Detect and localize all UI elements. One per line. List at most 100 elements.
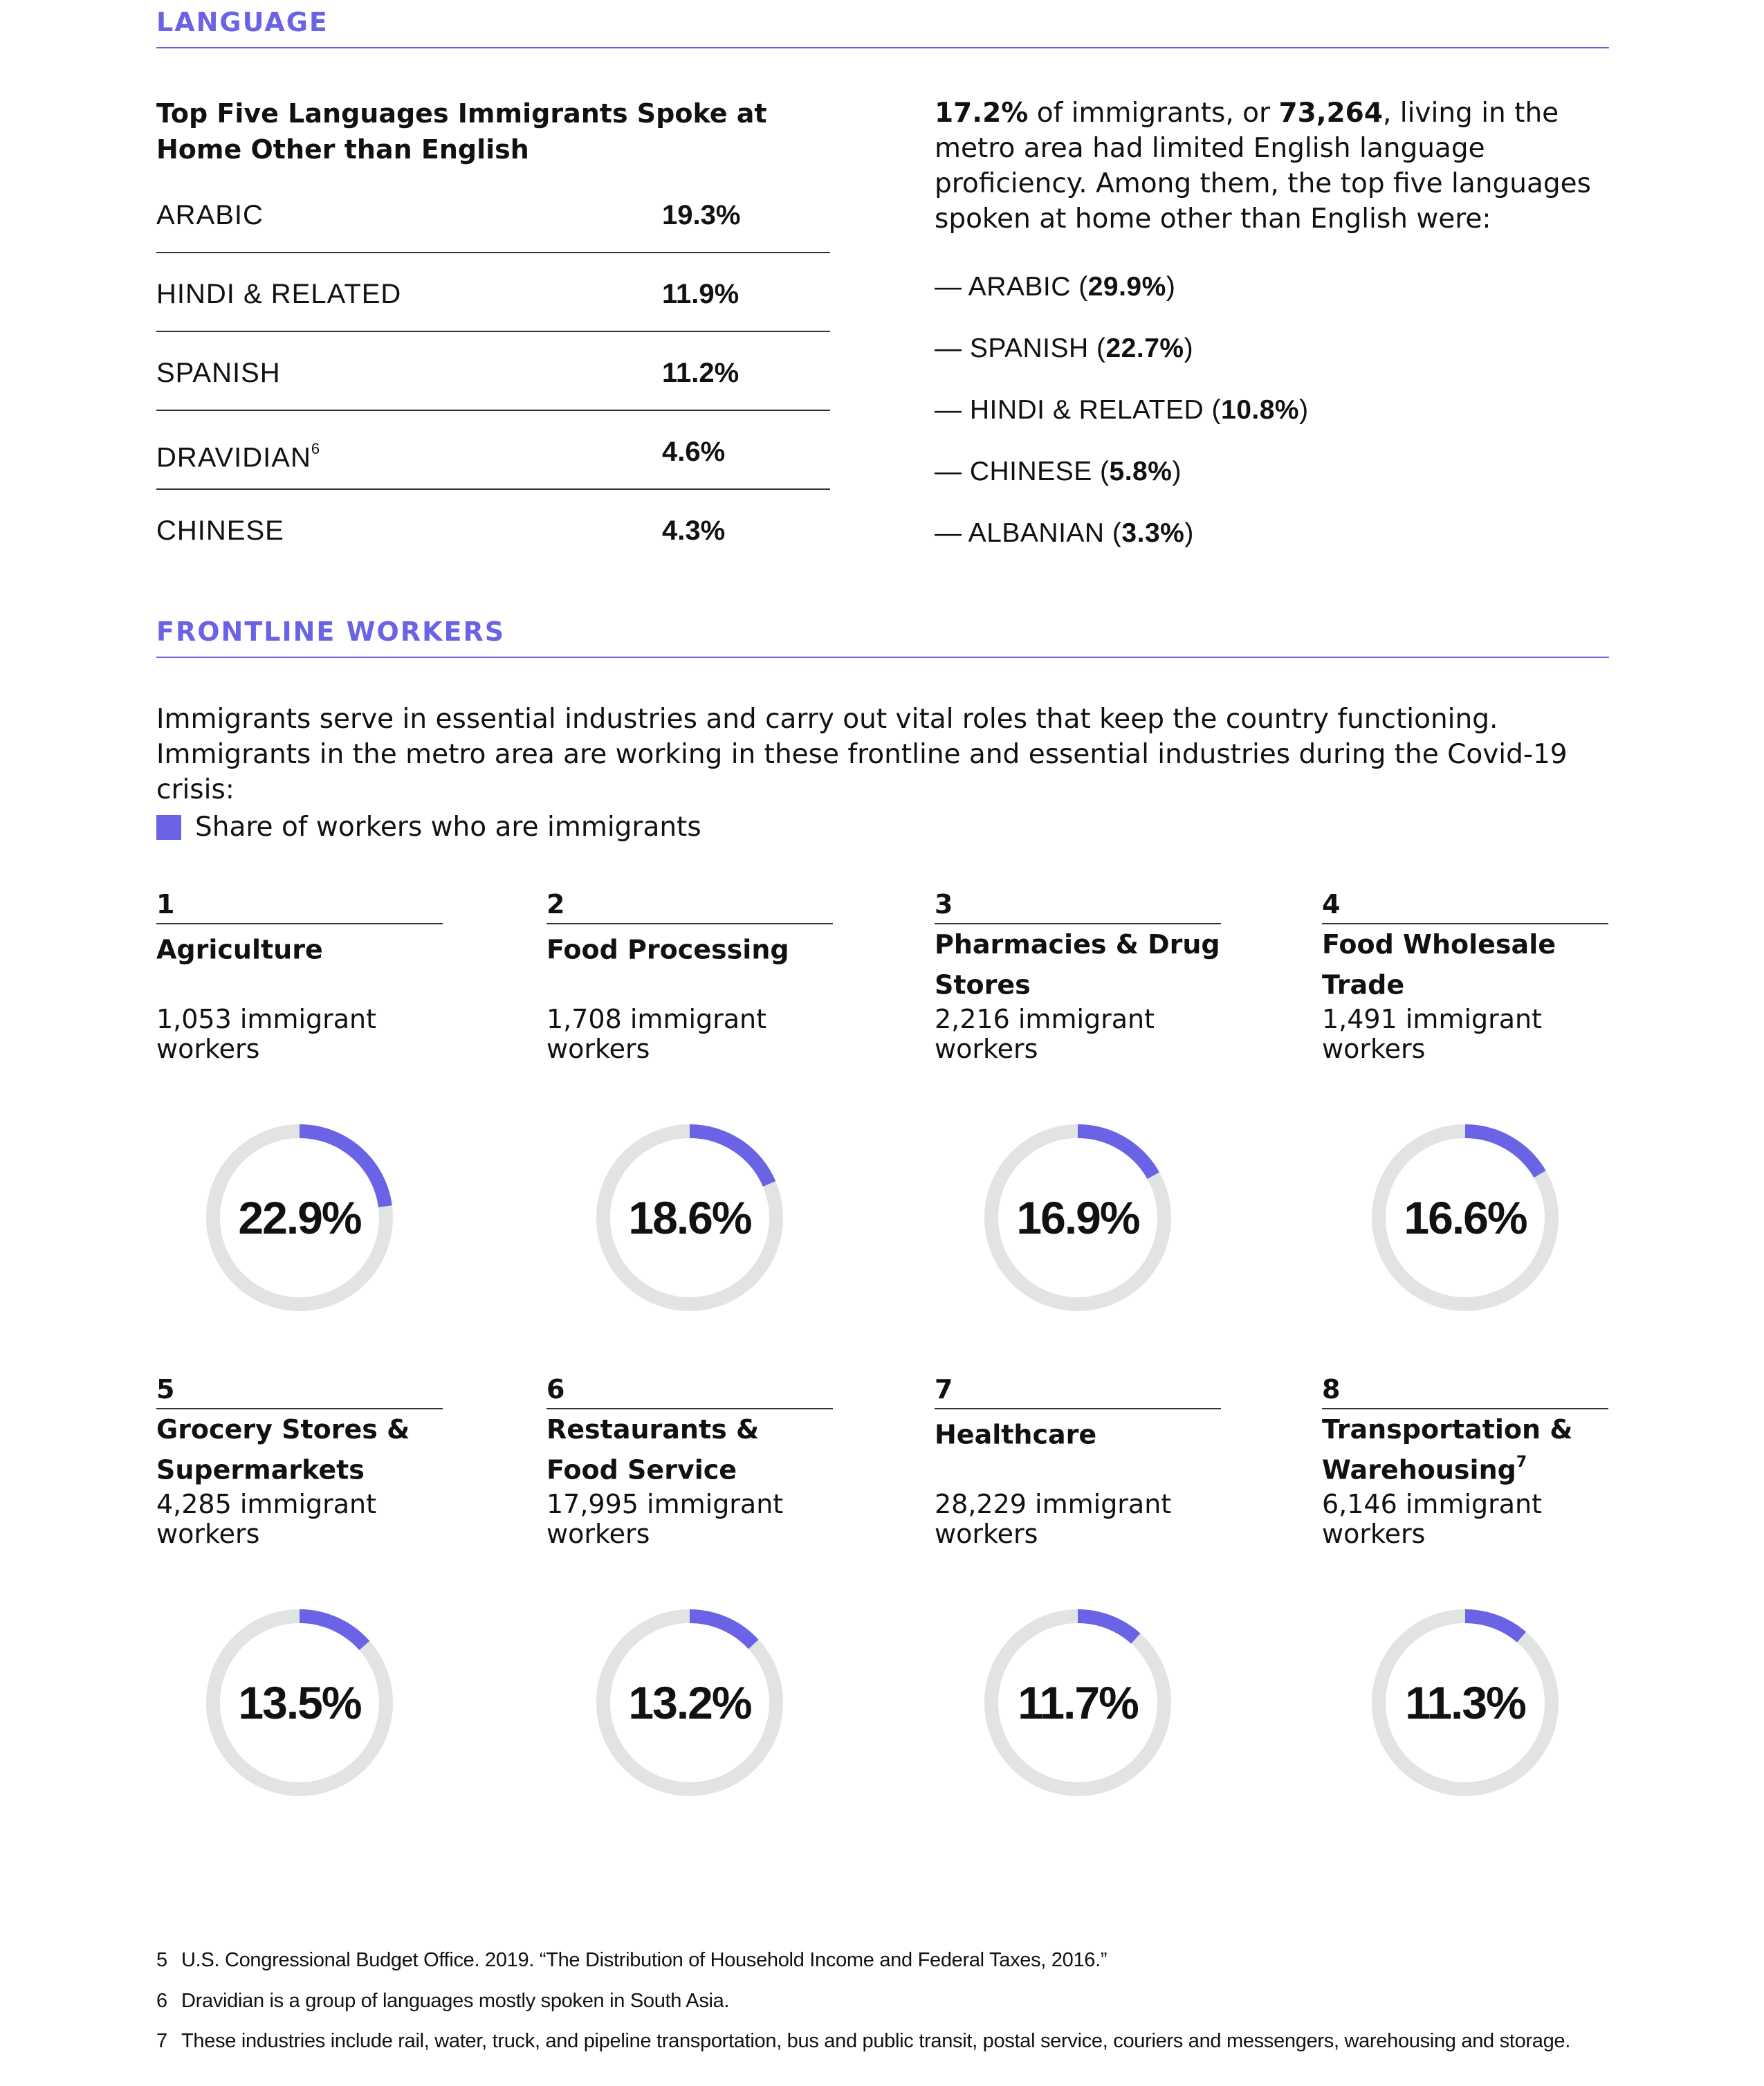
industry-rank: 6 [546,1374,565,1405]
industry-title: Agriculture [156,927,443,968]
immigrant-worker-count: 28,229 immigrant workers [935,1489,1172,1549]
language-name: CHINESE [156,515,284,546]
industry-title-text: Grocery Stores & Supermarkets [156,1414,410,1485]
donut-chart: 16.9% [984,1124,1171,1311]
lep-item-value: 22.7% [1105,333,1184,363]
industry-rule [1322,923,1608,924]
lep-item-name: — ARABIC ( [935,272,1088,302]
lep-list-item: — CHINESE (5.8%) [935,451,1182,493]
language-row: ARABIC 19.3% [156,176,830,255]
donut-arc [299,1609,370,1651]
section-rule-language [156,47,1609,48]
table-divider [156,252,830,253]
industry-card: 5 Grocery Stores & Supermarkets 4,285 im… [156,1372,443,1856]
lep-share: 17.2% [935,98,1029,129]
section-rule-frontline [156,657,1609,658]
language-name: DRAVIDIAN6 [156,412,320,491]
languages-table-heading: Top Five Languages Immigrants Spoke at H… [156,98,767,165]
lep-item-close: ) [1184,333,1194,363]
industry-rank: 7 [935,1374,953,1405]
language-row: DRAVIDIAN6 4.6% [156,412,830,491]
industry-rule [1322,1408,1608,1409]
language-share: 4.6% [662,437,726,467]
table-divider [156,410,830,411]
donut-arc [689,1609,759,1649]
industry-title-text: Pharmacies & Drug Stores [935,929,1220,1000]
donut-percent-label: 16.9% [1016,1192,1139,1243]
donut-chart: 11.7% [984,1609,1171,1796]
immigrant-worker-count: 6,146 immigrant workers [1322,1489,1543,1549]
donut-percent-label: 13.5% [238,1677,360,1728]
industry-title: Pharmacies & Drug Stores [935,927,1221,1003]
lep-list-item: — ARABIC (29.9%) [935,266,1175,308]
lep-paragraph: 17.2% of immigrants, or 73,264, living i… [935,95,1626,237]
footnote-ref: 7 [1516,1454,1527,1471]
lep-item-value: 29.9% [1087,272,1166,302]
lep-count: 73,264 [1278,98,1383,129]
immigrant-worker-count: 1,053 immigrant workers [156,1004,377,1064]
industry-rule [156,1408,443,1409]
industry-rank: 5 [156,1374,175,1405]
donut-arc [299,1124,392,1208]
footnote-ref: 6 [311,440,321,457]
donut-arc [1077,1124,1159,1180]
lep-list-item: — ALBANIAN (3.3%) [935,513,1194,554]
industry-rank: 2 [546,889,565,920]
immigrant-worker-count: 4,285 immigrant workers [156,1489,377,1549]
lep-item-close: ) [1184,518,1194,548]
language-row: CHINESE 4.3% [156,491,830,570]
donut-percent-label: 11.7% [1018,1677,1138,1728]
lep-item-close: ) [1172,457,1182,486]
footnote-text: These industries include rail, water, tr… [181,2030,1570,2052]
lep-item-name: — ALBANIAN ( [935,518,1122,548]
industry-rule [546,923,833,924]
language-name-text: DRAVIDIAN [156,442,311,473]
industry-title: Food Wholesale Trade [1322,927,1608,1003]
lep-item-close: ) [1299,395,1309,425]
donut-percent-label: 22.9% [238,1192,360,1243]
table-divider [156,331,830,332]
industry-rank: 4 [1322,889,1341,920]
section-title-frontline: FRONTLINE WORKERS [156,616,506,647]
donut-arc [689,1124,776,1187]
lep-item-close: ) [1166,272,1176,302]
industry-rule [935,923,1221,924]
language-name: HINDI & RELATED [156,279,402,309]
lep-list-item: — HINDI & RELATED (10.8%) [935,390,1309,431]
language-name: SPANISH [156,358,281,388]
industry-rule [935,1408,1221,1409]
industry-card: 7 Healthcare 28,229 immigrant workers 11… [935,1372,1221,1856]
section-title-language: LANGUAGE [156,7,329,37]
industry-title-text: Restaurants & Food Service [546,1414,760,1485]
donut-percent-label: 11.3% [1405,1677,1525,1728]
industry-title: Grocery Stores & Supermarkets [156,1412,443,1488]
donut-chart: 11.3% [1372,1609,1559,1796]
language-row: HINDI & RELATED 11.9% [156,255,830,333]
donut-arc [1077,1609,1141,1644]
donut-chart: 22.9% [206,1124,393,1311]
language-share: 11.2% [662,358,739,388]
legend-label: Share of workers who are immigrants [195,812,701,843]
industry-card: 8 Transportation & Warehousing7 6,146 im… [1322,1372,1608,1856]
lep-item-name: — HINDI & RELATED ( [935,395,1221,425]
donut-arc [1464,1124,1546,1178]
footnote-number: 6 [156,1990,167,2012]
lep-text-a: of immigrants, or [1028,98,1279,129]
language-row: SPANISH 11.2% [156,333,830,412]
lep-item-value: 10.8% [1221,395,1300,425]
industry-title-text: Agriculture [156,934,323,965]
donut-percent-label: 13.2% [628,1677,751,1728]
industry-title: Healthcare [935,1412,1221,1453]
immigrant-worker-count: 2,216 immigrant workers [935,1004,1155,1064]
industry-card: 2 Food Processing 1,708 immigrant worker… [546,887,833,1371]
industry-rank: 8 [1322,1374,1341,1405]
language-share: 19.3% [662,200,741,230]
donut-chart: 13.2% [596,1609,783,1796]
language-share: 4.3% [662,515,726,546]
industry-card: 1 Agriculture 1,053 immigrant workers 22… [156,887,443,1371]
immigrant-worker-count: 1,708 immigrant workers [546,1004,767,1064]
donut-arc [1464,1609,1526,1643]
industry-rule [546,1408,833,1409]
donut-percent-label: 16.6% [1404,1192,1526,1243]
industry-title: Food Processing [546,927,833,968]
